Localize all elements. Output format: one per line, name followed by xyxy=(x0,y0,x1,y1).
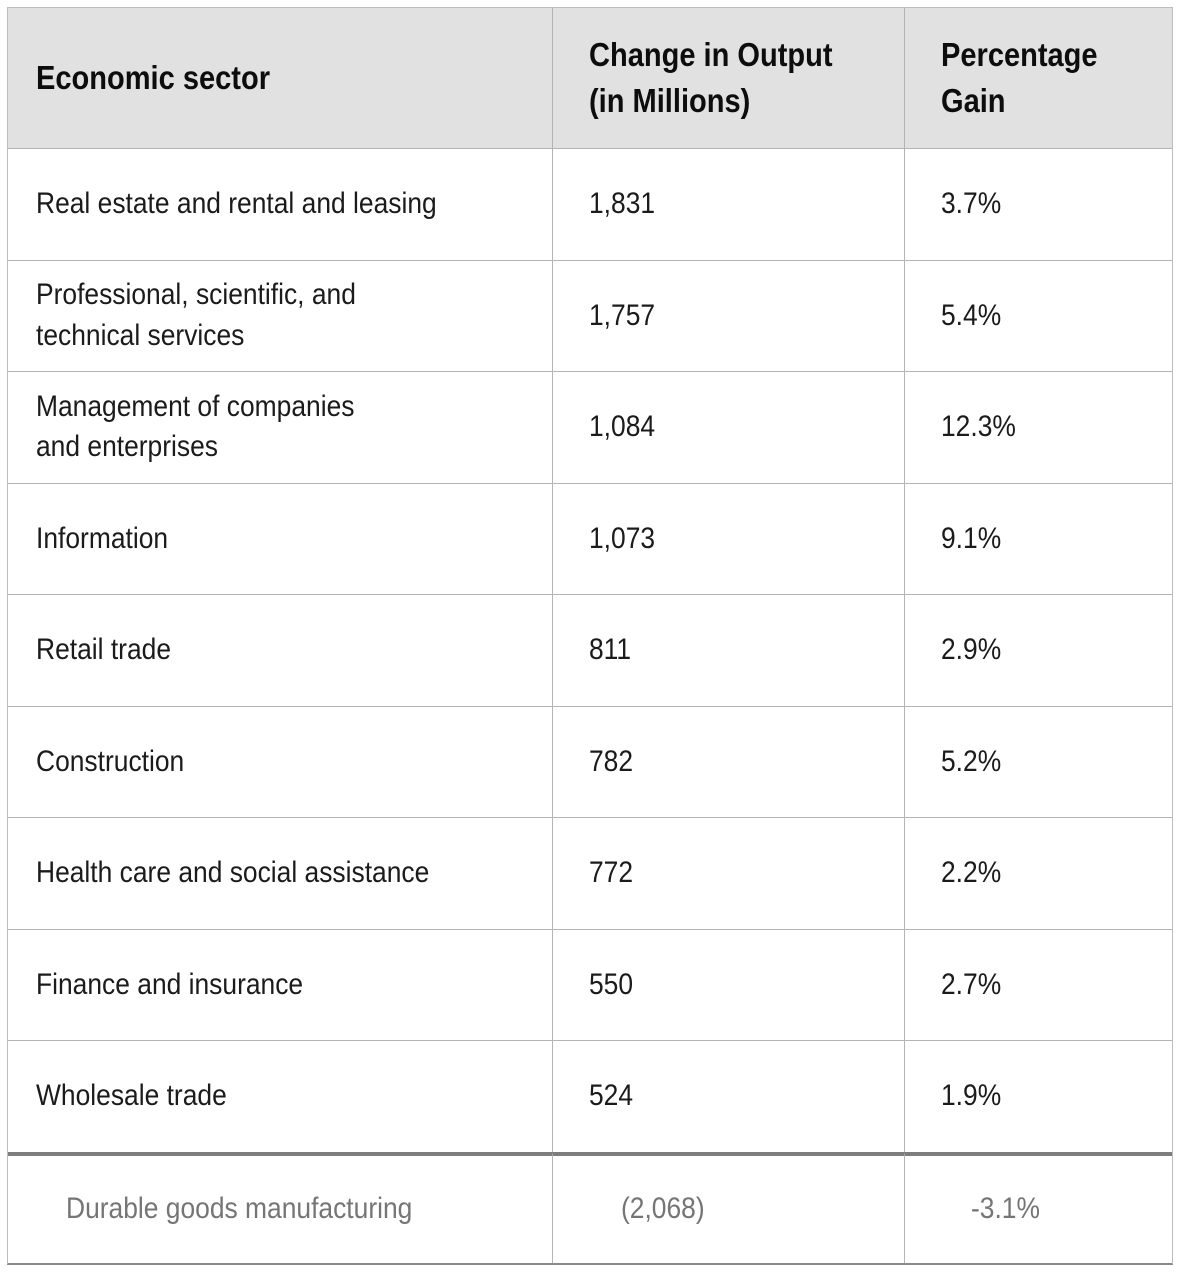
economic-sector-table: Economic sector Change in Output (in Mil… xyxy=(7,7,1173,1265)
gain-cell: 2.9% xyxy=(905,594,1172,706)
sector-label: Retail trade xyxy=(36,633,172,666)
sector-label: Management of companies and enterprises xyxy=(36,389,355,464)
header-percentage-gain: Percentage Gain xyxy=(905,8,1172,148)
output-cell: 550 xyxy=(553,928,905,1040)
output-value: 811 xyxy=(589,633,632,666)
gain-value: -3.1% xyxy=(971,1192,1040,1225)
gain-value: 12.3% xyxy=(941,410,1016,443)
sector-cell: Retail trade xyxy=(8,594,553,706)
gain-cell: 5.4% xyxy=(905,259,1172,372)
output-value: 524 xyxy=(589,1079,634,1112)
sector-cell: Construction xyxy=(8,705,553,817)
sector-cell: Wholesale trade xyxy=(8,1040,553,1152)
header-change-in-output: Change in Output (in Millions) xyxy=(553,8,905,148)
gain-value: 2.9% xyxy=(941,633,1002,666)
output-cell: 1,757 xyxy=(553,259,905,371)
output-cell: 524 xyxy=(553,1040,905,1152)
gain-cell: 9.1% xyxy=(905,482,1172,595)
header-economic-sector-label: Economic sector xyxy=(36,58,271,96)
output-value: 550 xyxy=(589,967,634,1001)
sector-label: Wholesale trade xyxy=(36,1079,227,1112)
output-value: 1,831 xyxy=(589,187,656,220)
gain-cell-durable-goods: -3.1% xyxy=(905,1151,1172,1264)
output-value: 1,073 xyxy=(589,521,656,555)
sector-label: Health care and social assistance xyxy=(36,856,430,889)
header-percentage-gain-label: Percentage Gain xyxy=(941,35,1098,119)
header-economic-sector: Economic sector xyxy=(8,8,553,148)
output-value: 1,757 xyxy=(589,298,656,332)
header-change-in-output-label: Change in Output (in Millions) xyxy=(589,35,833,119)
gain-cell: 12.3% xyxy=(905,371,1172,483)
sector-cell: Professional, scientific, and technical … xyxy=(8,259,553,371)
sector-label: Finance and insurance xyxy=(36,967,304,1001)
sector-cell: Finance and insurance xyxy=(8,928,553,1040)
sector-cell: Management of companies and enterprises xyxy=(8,371,553,483)
sector-label: Real estate and rental and leasing xyxy=(36,187,437,220)
sector-label: Information xyxy=(36,521,169,555)
output-cell: 772 xyxy=(553,817,905,929)
output-cell: 811 xyxy=(553,594,905,706)
gain-value: 5.4% xyxy=(941,298,1002,332)
output-value: 1,084 xyxy=(589,410,656,443)
gain-cell: 2.2% xyxy=(905,817,1172,929)
gain-value: 3.7% xyxy=(941,187,1002,220)
output-cell: 782 xyxy=(553,705,905,817)
gain-cell: 3.7% xyxy=(905,148,1172,260)
output-cell: 1,831 xyxy=(553,148,905,260)
sector-label: Professional, scientific, and technical … xyxy=(36,278,356,352)
gain-value: 2.2% xyxy=(941,856,1002,889)
output-cell: 1,073 xyxy=(553,482,905,594)
gain-cell: 2.7% xyxy=(905,928,1172,1041)
output-value: (2,068) xyxy=(621,1192,705,1225)
sector-label: Construction xyxy=(36,744,185,778)
sector-cell: Real estate and rental and leasing xyxy=(8,148,553,260)
gain-value: 9.1% xyxy=(941,521,1002,555)
gain-value: 1.9% xyxy=(941,1079,1002,1112)
sector-label: Durable goods manufacturing xyxy=(66,1192,413,1225)
sector-cell-durable-goods: Durable goods manufacturing xyxy=(8,1151,553,1263)
gain-value: 2.7% xyxy=(941,967,1002,1001)
gain-cell: 1.9% xyxy=(905,1040,1172,1152)
sector-cell: Information xyxy=(8,482,553,594)
output-cell-durable-goods: (2,068) xyxy=(553,1151,905,1263)
sector-cell: Health care and social assistance xyxy=(8,817,553,929)
output-cell: 1,084 xyxy=(553,371,905,483)
output-value: 772 xyxy=(589,856,634,889)
gain-cell: 5.2% xyxy=(905,705,1172,818)
gain-value: 5.2% xyxy=(941,744,1002,778)
output-value: 782 xyxy=(589,744,634,778)
